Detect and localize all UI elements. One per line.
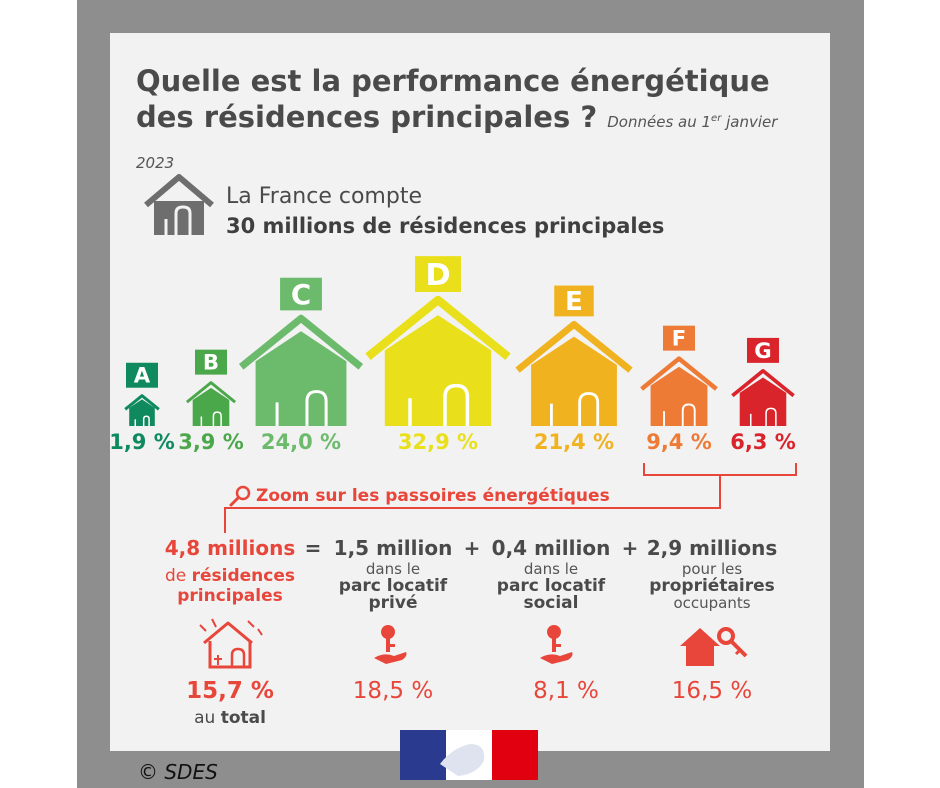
subtitle-post: janvier 2023 — [136, 113, 778, 172]
share-total-label-pre: au — [194, 708, 221, 728]
total-value: 4,8 millions — [164, 536, 296, 560]
owner-desc-1: pour les — [681, 560, 743, 578]
owner-value: 2,9 millions — [646, 536, 778, 560]
owner-desc-3: occupants — [673, 594, 751, 612]
fg-bracket — [643, 463, 797, 476]
class-badge-g — [747, 337, 779, 363]
plus-sign-2: + — [621, 536, 639, 560]
share-total-label-bold: total — [220, 708, 266, 728]
energy-class-chart: A B C D E F G — [124, 256, 795, 426]
class-letter-e: E — [565, 287, 583, 317]
share-total: 15,7 % — [186, 678, 274, 704]
class-letter-b: B — [203, 351, 219, 376]
equals-sign: = — [304, 536, 322, 560]
private-desc-2: parc locatif — [338, 576, 448, 596]
total-desc-bold-2: principales — [177, 586, 283, 606]
class-letter-c: C — [291, 278, 311, 311]
class-letter-f: F — [672, 327, 686, 352]
government-logo-icon — [400, 730, 538, 780]
owner-desc-2: propriétaires — [649, 576, 775, 596]
house-mark-e — [515, 320, 633, 426]
total-desc: de résidences principales — [150, 566, 310, 606]
social-value: 0,4 million — [491, 536, 611, 560]
share-total-label: au total — [160, 708, 300, 728]
class-letter-a: A — [134, 364, 151, 389]
private-desc-1: dans le — [365, 560, 421, 578]
subtitle-sup: er — [711, 113, 722, 124]
title-line-2-text: des résidences principales ? — [136, 100, 598, 134]
credit: © SDES — [138, 760, 218, 784]
private-desc-3: privé — [368, 593, 418, 613]
value-label-b: 3,9 % — [178, 430, 244, 454]
social-desc-3: social — [523, 593, 579, 613]
share-private: 18,5 % — [352, 678, 434, 704]
value-label-a: 1,9 % — [109, 430, 175, 454]
house-mark-g — [731, 369, 795, 426]
zoom-label: Zoom sur les passoires énergétiques — [252, 486, 614, 506]
house-mark-d — [365, 295, 511, 426]
plus-sign-1: + — [463, 536, 481, 560]
key-hand-private-icon — [374, 625, 407, 664]
subtitle-pre: Données au 1 — [607, 113, 712, 131]
house-mark-a — [124, 394, 160, 426]
social-desc: dans le parc locatif social — [484, 561, 618, 612]
title-line-1: Quelle est la performance énergétique — [136, 64, 770, 98]
house-mark-c — [238, 314, 364, 426]
value-label-g: 6,3 % — [730, 430, 796, 454]
title-line-2: des résidences principales ? Données au … — [136, 99, 816, 181]
class-badge-c — [280, 277, 322, 311]
class-letter-d: D — [425, 258, 450, 293]
subtitle: Données au 1er janvier 2023 — [136, 113, 777, 172]
social-desc-2: parc locatif — [496, 576, 606, 596]
intro-line-2: 30 millions de résidences principales — [226, 214, 665, 238]
value-label-e: 21,4 % — [533, 430, 615, 454]
share-social: 8,1 % — [533, 678, 599, 704]
total-desc-bold-1: résidences — [191, 566, 296, 586]
class-badge-d — [415, 256, 461, 292]
zoom-connector-horizontal — [226, 507, 721, 509]
house-mark-b — [185, 381, 237, 426]
owner-desc: pour les propriétaires occupants — [642, 561, 782, 612]
leaky-house-icon — [199, 618, 263, 669]
zoom-connector-vertical — [719, 476, 721, 509]
zoom-connector-drop — [224, 507, 226, 533]
class-letter-g: G — [754, 339, 771, 364]
class-badge-f — [663, 325, 695, 351]
share-owner: 16,5 % — [671, 678, 753, 704]
value-label-c: 24,0 % — [260, 430, 342, 454]
value-label-d: 32,9 % — [397, 430, 479, 454]
intro-line-1: La France compte — [226, 184, 422, 209]
class-badge-e — [554, 285, 594, 317]
private-desc: dans le parc locatif privé — [326, 561, 460, 612]
intro-house-icon — [144, 174, 214, 235]
class-badge-a — [126, 362, 158, 388]
house-mark-f — [640, 356, 718, 426]
house-key-owner-icon — [680, 627, 748, 666]
social-desc-1: dans le — [523, 560, 579, 578]
key-hand-social-icon — [540, 625, 573, 664]
total-desc-pre: de — [164, 566, 192, 586]
class-badge-b — [195, 349, 227, 375]
private-value: 1,5 million — [333, 536, 453, 560]
magnifier-icon — [229, 485, 251, 507]
value-label-f: 9,4 % — [646, 430, 712, 454]
page-title: Quelle est la performance énergétique de… — [136, 63, 816, 181]
